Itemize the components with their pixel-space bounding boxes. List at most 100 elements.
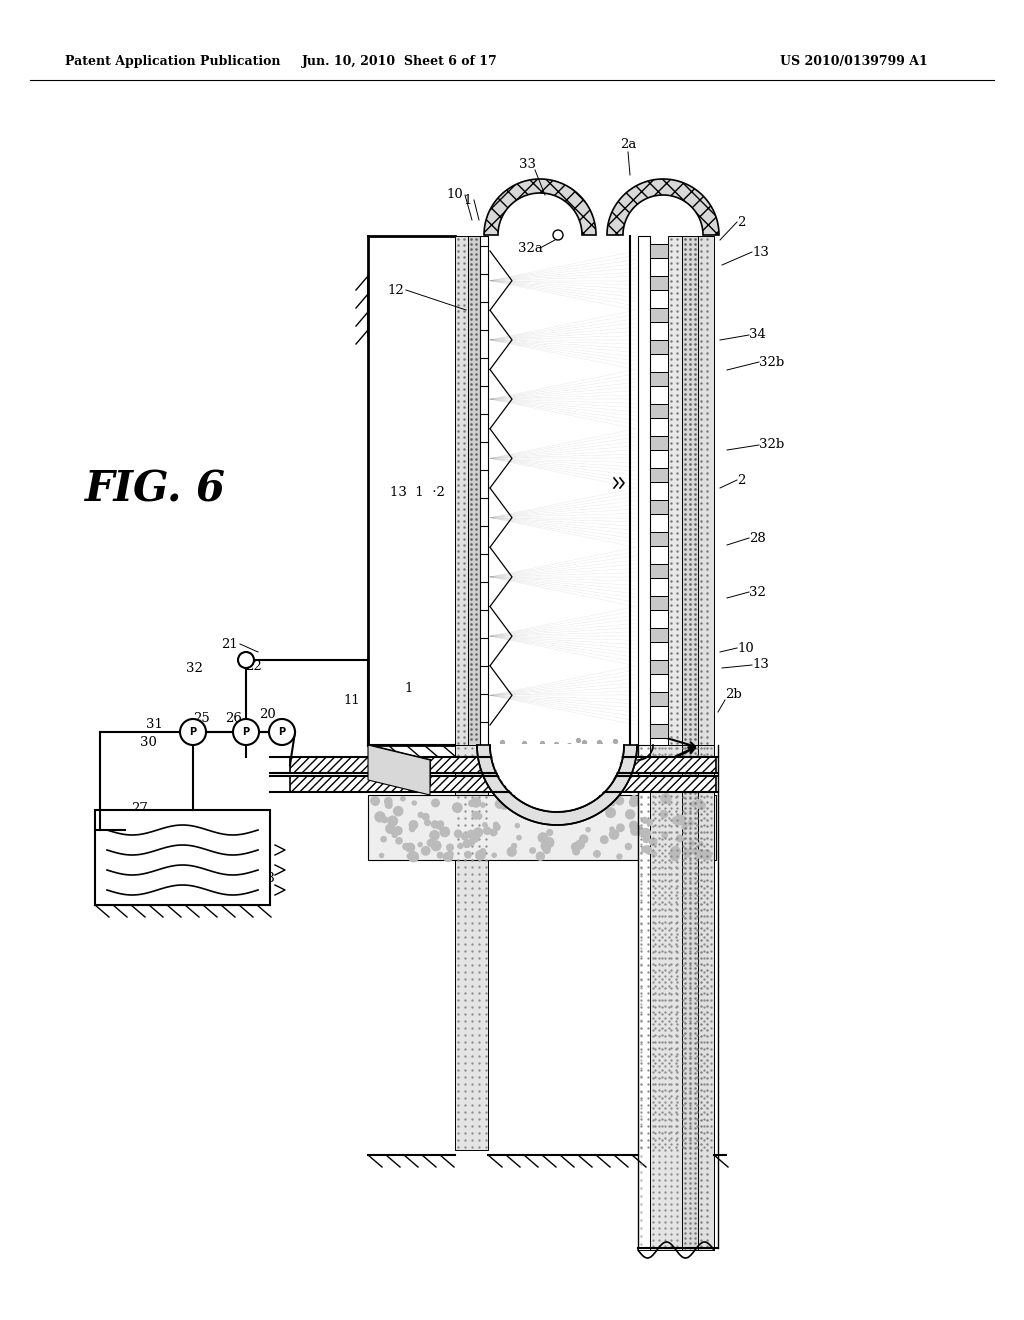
Circle shape	[482, 822, 486, 826]
Bar	[650, 341, 668, 354]
Circle shape	[676, 814, 685, 825]
Point	[541, 759, 557, 780]
Text: 1: 1	[464, 194, 472, 206]
Point	[543, 777, 559, 799]
Text: 2a: 2a	[620, 139, 636, 152]
Circle shape	[584, 797, 591, 804]
Circle shape	[458, 843, 463, 849]
Text: 23: 23	[575, 767, 592, 780]
Polygon shape	[484, 180, 596, 235]
Circle shape	[465, 851, 471, 858]
Point	[552, 774, 568, 795]
Circle shape	[553, 230, 563, 240]
Point	[558, 774, 574, 795]
Point	[599, 770, 615, 791]
Circle shape	[645, 847, 652, 854]
Point	[577, 781, 593, 803]
Circle shape	[586, 828, 590, 832]
Circle shape	[538, 808, 545, 816]
Circle shape	[381, 837, 386, 842]
Text: 11: 11	[343, 693, 360, 706]
Circle shape	[553, 817, 560, 824]
Bar	[650, 564, 668, 578]
Circle shape	[600, 836, 608, 843]
Point	[525, 744, 542, 766]
Text: 25: 25	[194, 711, 210, 725]
Point	[532, 766, 549, 787]
Bar	[668, 236, 682, 744]
Circle shape	[496, 800, 504, 808]
Bar	[682, 236, 698, 744]
Circle shape	[642, 846, 647, 851]
Text: 13: 13	[752, 659, 769, 672]
Circle shape	[393, 807, 402, 816]
Circle shape	[483, 828, 490, 834]
Text: 31: 31	[146, 718, 163, 730]
Circle shape	[180, 719, 206, 744]
Text: 2: 2	[737, 474, 745, 487]
Circle shape	[626, 843, 632, 850]
Circle shape	[665, 796, 671, 803]
Text: 28: 28	[749, 532, 766, 544]
Circle shape	[701, 850, 712, 859]
Text: 1: 1	[404, 681, 413, 694]
Circle shape	[507, 847, 516, 857]
Bar	[455, 236, 468, 744]
Circle shape	[615, 797, 624, 805]
Point	[569, 730, 586, 751]
Circle shape	[386, 824, 395, 833]
Text: 24: 24	[542, 751, 558, 763]
Circle shape	[422, 846, 430, 855]
Point	[548, 733, 564, 754]
Circle shape	[630, 799, 638, 807]
Point	[573, 784, 590, 805]
Text: 2: 2	[737, 215, 745, 228]
Text: FIG. 6: FIG. 6	[85, 469, 225, 511]
Circle shape	[544, 837, 554, 847]
Point	[580, 780, 596, 801]
Circle shape	[431, 821, 438, 828]
Circle shape	[513, 797, 522, 808]
Point	[504, 779, 520, 800]
Point	[549, 760, 565, 781]
Circle shape	[643, 836, 649, 842]
Circle shape	[649, 838, 656, 846]
Polygon shape	[492, 744, 622, 810]
Point	[525, 748, 542, 770]
Circle shape	[480, 849, 485, 854]
Bar	[650, 404, 668, 418]
Text: 20: 20	[259, 708, 276, 721]
Text: P: P	[243, 727, 250, 737]
Circle shape	[626, 810, 635, 818]
Circle shape	[547, 829, 553, 836]
Circle shape	[677, 836, 683, 842]
Circle shape	[577, 803, 582, 807]
Point	[547, 751, 563, 772]
Point	[540, 788, 556, 809]
Circle shape	[394, 826, 402, 834]
Point	[513, 783, 529, 804]
Circle shape	[402, 843, 410, 850]
Circle shape	[388, 816, 397, 826]
Bar	[368, 795, 716, 861]
Text: 32b: 32b	[759, 438, 784, 451]
Point	[535, 733, 551, 754]
Circle shape	[432, 799, 439, 807]
Point	[600, 762, 616, 783]
Point	[516, 733, 532, 754]
Point	[520, 789, 537, 810]
Circle shape	[471, 797, 480, 807]
Bar	[698, 744, 714, 1250]
Text: Jun. 10, 2010  Sheet 6 of 17: Jun. 10, 2010 Sheet 6 of 17	[302, 55, 498, 69]
Circle shape	[437, 853, 443, 858]
Circle shape	[572, 803, 578, 807]
Circle shape	[642, 817, 647, 824]
Text: 32a: 32a	[517, 242, 543, 255]
Bar	[638, 744, 650, 1250]
Circle shape	[554, 817, 561, 824]
Point	[504, 770, 520, 791]
Text: 29: 29	[231, 855, 248, 869]
Circle shape	[446, 845, 454, 850]
Circle shape	[544, 847, 550, 854]
Point	[525, 776, 542, 797]
